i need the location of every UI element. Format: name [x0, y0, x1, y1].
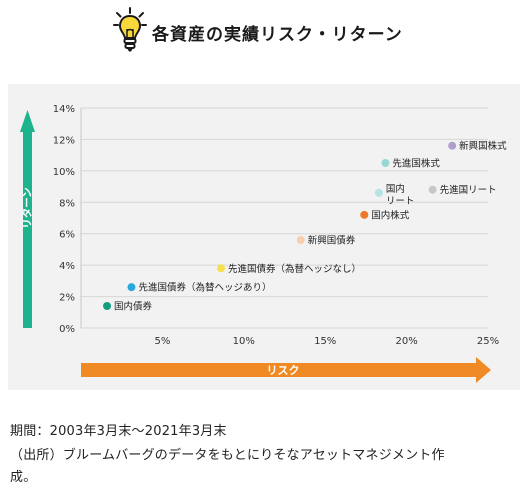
point-label: 先進国リート [440, 184, 497, 196]
header: 各資産の実績リスク・リターン [0, 0, 529, 64]
y-axis-arrow [20, 110, 35, 328]
y-tick-label: 4% [59, 261, 75, 272]
y-tick-label: 14% [53, 104, 75, 115]
data-point [448, 141, 457, 150]
lightbulb-icon [113, 7, 147, 52]
y-axis-label: リターン [22, 187, 34, 228]
y-tick-label: 0% [59, 324, 75, 335]
data-point [127, 283, 136, 292]
data-point [103, 302, 112, 310]
point-label: 先進国株式 [392, 158, 440, 170]
point-label: 新興国債券 [308, 235, 356, 247]
point-label: 国内株式 [371, 209, 410, 221]
chart-panel: 0% 2% 4% 6% 8% 10% 12% 14% 5% 10% 15% 20% 25% 国内債券 先進… [8, 84, 520, 390]
y-tick-label: 6% [59, 230, 75, 241]
footnote-period: 期間：2003年3月末〜2021年3月末 [10, 424, 227, 439]
point-label: 先進国債券（為替ヘッジあり） [138, 282, 271, 294]
data-point [360, 210, 369, 219]
y-tick-label: 8% [59, 198, 75, 209]
risk-return-chart: 0% 2% 4% 6% 8% 10% 12% 14% 5% 10% 15% 20% 25% 国内債券 先進… [20, 104, 507, 383]
footnote-source-line2: 成。 [10, 470, 37, 485]
x-axis-arrow [81, 357, 491, 383]
x-axis-label: リスク [267, 364, 300, 377]
point-label: 新興国株式 [459, 140, 507, 152]
x-tick-label: 10% [233, 336, 255, 347]
point-label: リート [386, 196, 415, 207]
x-tick-label: 5% [154, 336, 170, 347]
x-tick-label: 25% [477, 336, 499, 347]
data-point [428, 185, 437, 194]
page-title: 各資産の実績リスク・リターン [152, 25, 403, 45]
point-label: 国内債券 [114, 301, 153, 313]
point-label: 先進国債券（為替ヘッジなし） [228, 263, 361, 275]
y-tick-label: 2% [59, 293, 75, 304]
data-point [217, 264, 226, 273]
footnote-source-line1: （出所）ブルームバーグのデータをもとにりそなアセットマネジメント作 [10, 448, 445, 463]
x-tick-label: 15% [314, 336, 336, 347]
x-tick-label: 20% [395, 336, 417, 347]
point-label: 国内 [386, 183, 405, 195]
data-point [381, 159, 390, 167]
y-tick-label: 12% [53, 135, 75, 146]
data-point [374, 188, 383, 197]
data-point [296, 236, 305, 244]
y-tick-label: 10% [53, 167, 75, 178]
